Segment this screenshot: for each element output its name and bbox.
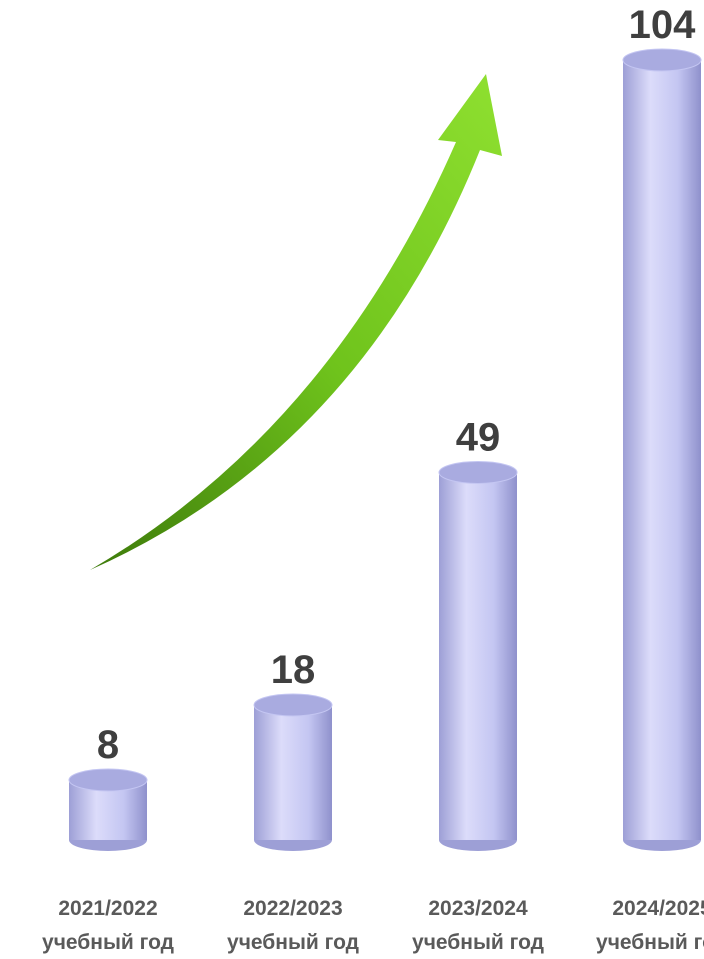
bar [439,472,517,840]
bar-top [253,693,333,717]
x-tick-label: учебный год [42,931,174,954]
x-tick-label: учебный год [412,931,544,954]
x-tick-label: 2023/2024 [428,897,528,920]
value-label: 8 [97,723,119,767]
x-tick-label: 2024/2025 [612,897,704,920]
value-label: 49 [456,416,501,460]
value-label: 18 [271,648,316,692]
bar-top [68,768,148,792]
bar [254,705,332,840]
x-tick-label: 2021/2022 [58,897,157,920]
bar-top [622,48,702,72]
x-tick-label: 2022/2023 [243,897,342,920]
bar [623,60,701,840]
x-tick-label: учебный год [596,931,704,954]
bar-top [438,461,518,484]
growth-arrow [90,74,502,570]
value-label: 104 [629,3,696,47]
x-tick-label: учебный год [227,931,359,954]
